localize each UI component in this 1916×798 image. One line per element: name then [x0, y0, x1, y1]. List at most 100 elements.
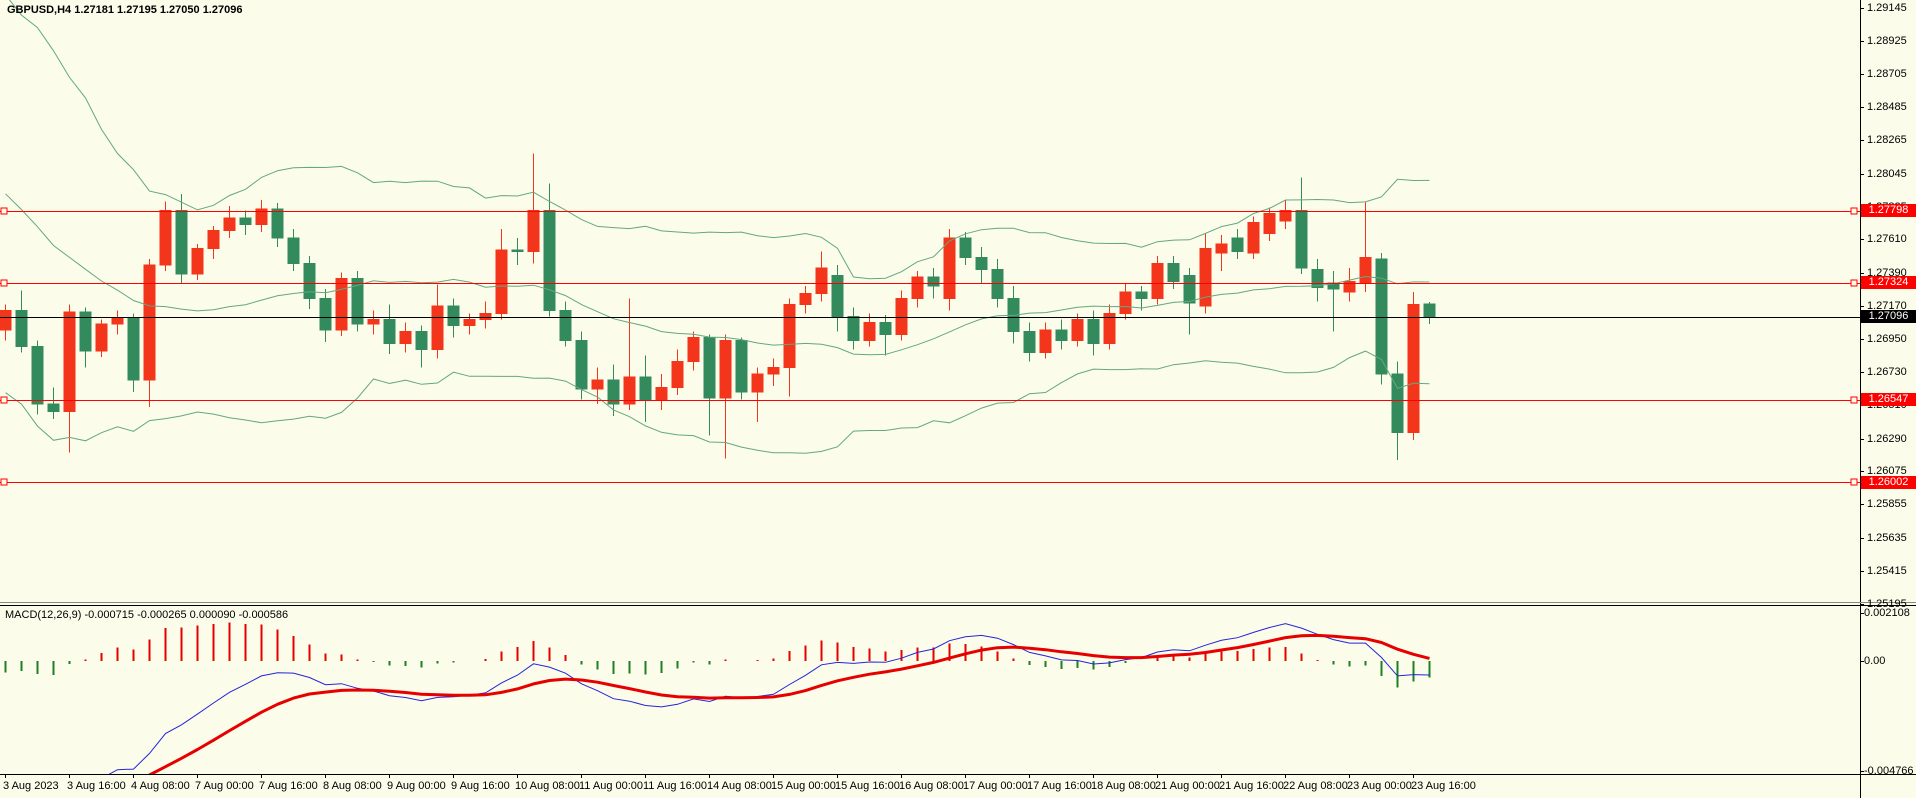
candle-body	[687, 337, 700, 363]
level-line-handle[interactable]	[1850, 279, 1858, 287]
level-line-handle[interactable]	[1850, 478, 1858, 486]
candle-body	[399, 330, 412, 345]
time-tick-mark	[389, 775, 390, 778]
candle-body	[1167, 263, 1180, 283]
price-tick-mark	[1860, 273, 1864, 274]
pane-separator-top[interactable]	[0, 602, 1916, 603]
time-tick-label: 18 Aug 08:00	[1091, 780, 1156, 792]
candle-body	[287, 237, 300, 265]
candle-body	[1215, 243, 1228, 254]
level-price-badge: 1.26002	[1861, 476, 1916, 489]
macd-tick-mark	[1860, 771, 1864, 772]
macd-tick-mark	[1860, 661, 1864, 662]
candle-body	[719, 340, 732, 399]
price-tick-label: 1.27170	[1867, 300, 1907, 312]
time-tick-label: 11 Aug 16:00	[643, 780, 708, 792]
candle-body	[511, 249, 524, 252]
price-tick-mark	[1860, 239, 1864, 240]
time-tick-mark	[1029, 775, 1030, 778]
price-tick-mark	[1860, 439, 1864, 440]
bollinger-middle[interactable]	[5, 193, 1430, 356]
price-tick-label: 1.28925	[1867, 35, 1907, 47]
time-tick-label: 16 Aug 08:00	[899, 780, 964, 792]
candle-body	[191, 247, 204, 275]
candle-body	[143, 264, 156, 381]
price-tick-mark	[1860, 339, 1864, 340]
time-tick-mark	[133, 775, 134, 778]
price-tick-mark	[1860, 140, 1864, 141]
macd-tick-label: 0.002108	[1864, 607, 1910, 619]
candle-body	[31, 346, 44, 405]
candle-body	[655, 386, 668, 400]
price-tick-mark	[1860, 306, 1864, 307]
level-line-handle[interactable]	[1850, 207, 1858, 215]
candle-body	[767, 367, 780, 375]
candles	[0, 153, 1436, 460]
candle-body	[895, 297, 908, 335]
price-tick-mark	[1860, 107, 1864, 108]
candle-body	[175, 210, 188, 275]
candle-body	[559, 309, 572, 342]
candle-body	[1279, 210, 1292, 222]
candle-body	[223, 217, 236, 231]
price-tick-label: 1.28485	[1867, 101, 1907, 113]
time-tick-mark	[581, 775, 582, 778]
price-tick-label: 1.26730	[1867, 366, 1907, 378]
candle-body	[863, 321, 876, 342]
time-tick-mark	[261, 775, 262, 778]
candle-body	[1071, 318, 1084, 342]
candle-body	[127, 317, 140, 381]
candle-body	[15, 309, 28, 348]
pane-separator-bottom[interactable]	[0, 605, 1916, 606]
time-tick-mark	[1285, 775, 1286, 778]
bollinger-lower[interactable]	[5, 350, 1430, 454]
candle-body	[0, 309, 12, 331]
candle-body	[47, 403, 60, 413]
candle-body	[751, 373, 764, 393]
time-tick-mark	[773, 775, 774, 778]
candle-body	[415, 330, 428, 351]
candle-body	[335, 278, 348, 331]
time-tick-label: 7 Aug 00:00	[195, 780, 254, 792]
level-line-handle[interactable]	[0, 396, 8, 404]
candle-body	[607, 379, 620, 405]
time-tick-label: 17 Aug 00:00	[963, 780, 1028, 792]
time-tick-label: 9 Aug 00:00	[387, 780, 446, 792]
time-tick-mark	[1221, 775, 1222, 778]
time-tick-label: 23 Aug 16:00	[1411, 780, 1476, 792]
candle-body	[271, 208, 284, 239]
macd-indicator-canvas[interactable]	[0, 606, 1860, 774]
level-line-handle[interactable]	[0, 279, 8, 287]
bollinger-upper[interactable]	[6, 0, 1430, 280]
price-tick-label: 1.26290	[1867, 433, 1907, 445]
candle-body	[975, 256, 988, 271]
price-tick-mark	[1860, 372, 1864, 373]
main-chart-canvas[interactable]	[0, 0, 1860, 603]
candle-body	[1359, 256, 1372, 284]
candle-body	[1183, 275, 1196, 304]
candle-body	[1423, 303, 1436, 318]
time-tick-label: 11 Aug 00:00	[579, 780, 644, 792]
level-line-handle[interactable]	[1850, 396, 1858, 404]
candle-body	[1231, 237, 1244, 252]
candle-body	[383, 318, 396, 345]
candle-body	[591, 379, 604, 390]
candle-body	[703, 337, 716, 399]
price-tick-label: 1.28265	[1867, 134, 1907, 146]
chart-title-ohlc: GBPUSD,H4 1.27181 1.27195 1.27050 1.2709…	[7, 4, 243, 16]
candle-body	[1311, 269, 1324, 289]
level-line-handle[interactable]	[0, 478, 8, 486]
candle-body	[1375, 258, 1388, 375]
time-tick-label: 15 Aug 00:00	[771, 780, 836, 792]
macd-tick-mark	[1860, 613, 1864, 614]
candle-body	[1199, 247, 1212, 307]
level-line-handle[interactable]	[0, 207, 8, 215]
time-tick-label: 10 Aug 08:00	[515, 780, 580, 792]
candle-body	[575, 340, 588, 390]
price-tick-label: 1.26075	[1867, 465, 1907, 477]
time-tick-mark	[837, 775, 838, 778]
candle-body	[447, 305, 460, 326]
time-axis-border	[0, 774, 1916, 775]
candle-body	[1087, 318, 1100, 345]
price-tick-mark	[1860, 74, 1864, 75]
